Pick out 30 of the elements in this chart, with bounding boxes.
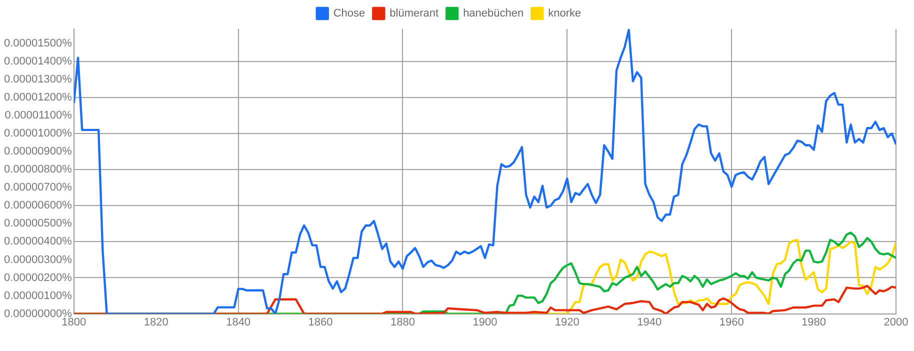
x-tick-label: 1940 <box>637 316 662 328</box>
y-tick-label: 0.00000200% <box>4 272 72 284</box>
y-tick-label: 0.00000100% <box>4 290 72 302</box>
x-tick-label: 1880 <box>390 316 415 328</box>
y-tick-label: 0.00000700% <box>4 182 72 194</box>
x-tick-label: 1840 <box>226 316 251 328</box>
y-tick-label: 0.00000800% <box>4 164 72 176</box>
y-tick-label: 0.00001000% <box>4 128 72 140</box>
y-tick-label: 0.00000300% <box>4 254 72 266</box>
legend-label: knorke <box>548 8 582 20</box>
x-tick-label: 1860 <box>308 316 333 328</box>
x-tick-label: 1920 <box>554 316 580 328</box>
y-tick-label: 0.00001300% <box>4 74 72 86</box>
legend-label: Chose <box>333 8 366 20</box>
x-tick-label: 1820 <box>144 316 168 328</box>
x-tick-label: 1900 <box>472 316 498 328</box>
y-tick-label: 0.00000900% <box>4 146 72 158</box>
x-tick-label: 1800 <box>62 316 86 328</box>
y-tick-label: 0.00000500% <box>4 218 72 230</box>
y-tick-label: 0.00001200% <box>4 92 72 104</box>
y-tick-label: 0.00000400% <box>4 236 72 248</box>
legend-label: hanebüchen <box>463 8 524 20</box>
x-tick-label: 1980 <box>802 316 826 328</box>
x-tick-label: 2000 <box>884 316 908 328</box>
legend-label: blümerant <box>390 8 439 20</box>
y-tick-label: 0.00001400% <box>4 55 72 68</box>
x-tick-label: 1960 <box>719 316 744 328</box>
y-tick-label: 0.00001100% <box>4 110 72 122</box>
y-tick-label: 0.00001500% <box>4 37 72 50</box>
y-tick-label: 0.00000600% <box>4 200 72 212</box>
